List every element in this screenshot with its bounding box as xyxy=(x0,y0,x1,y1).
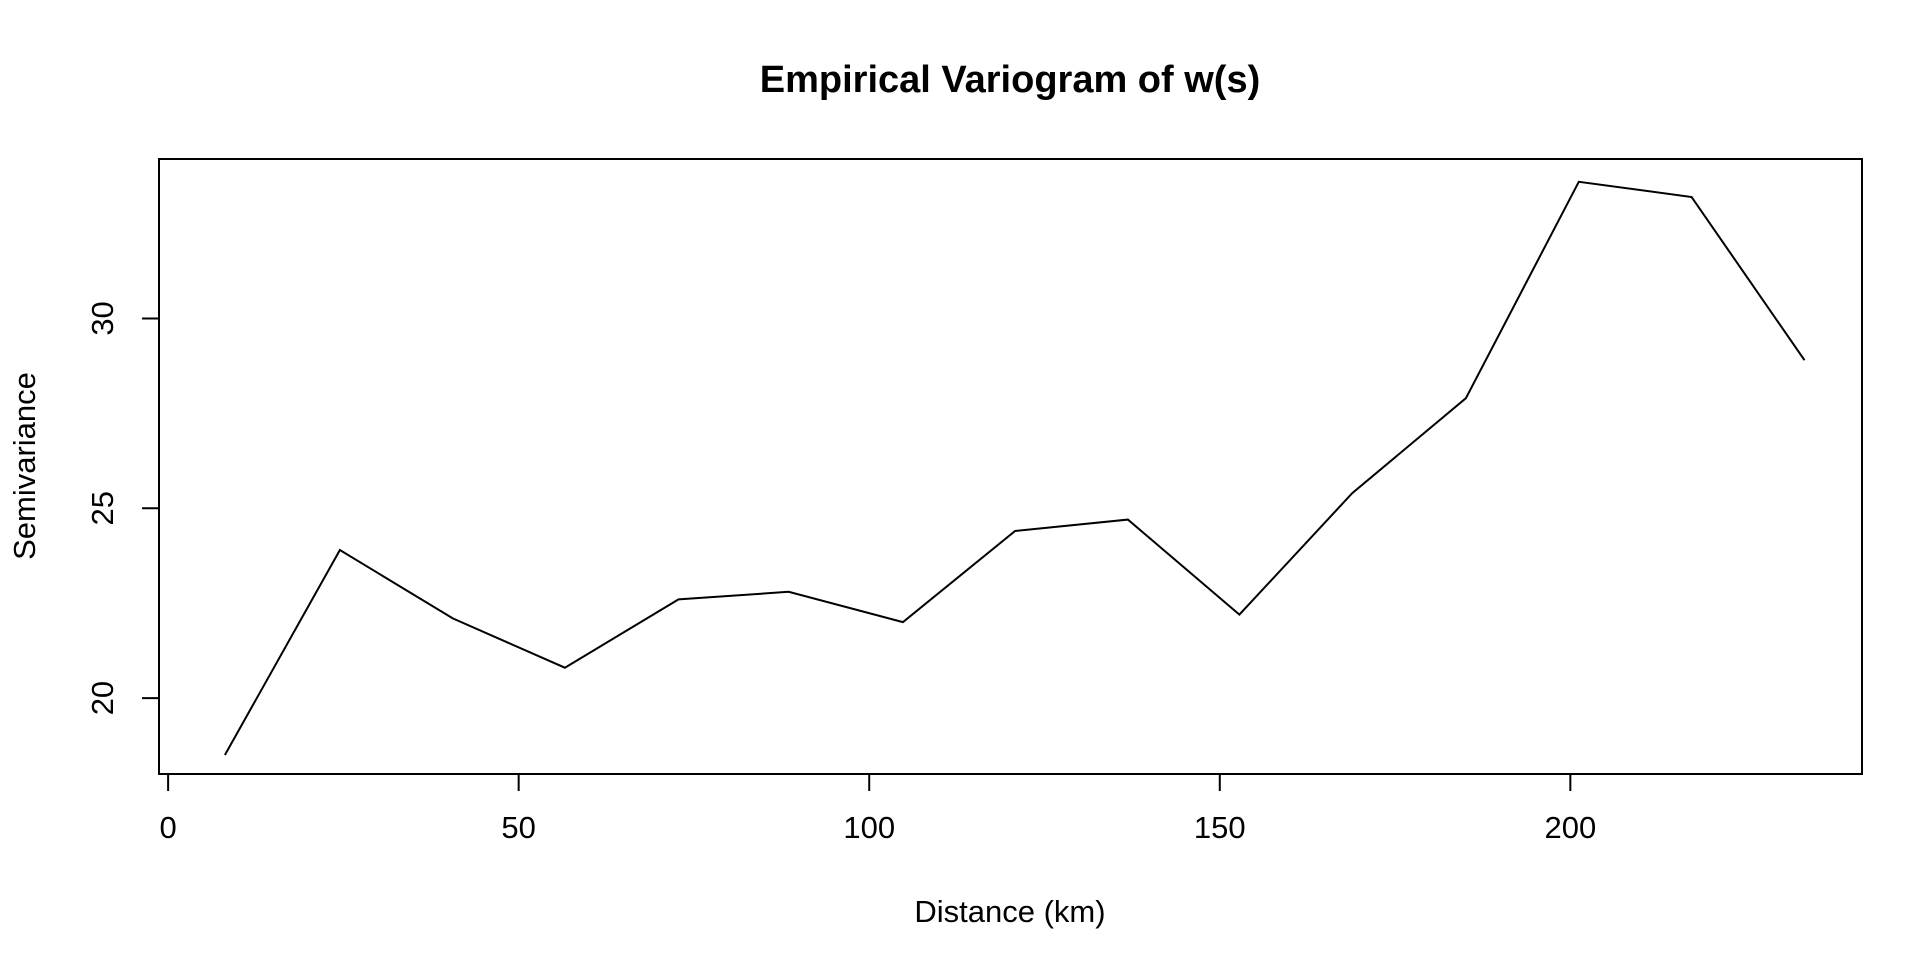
x-tick-label: 150 xyxy=(1194,810,1246,845)
y-tick-label: 25 xyxy=(85,491,120,525)
plot-frame xyxy=(158,158,1863,775)
series-line xyxy=(224,180,1806,756)
y-tick-label: 20 xyxy=(85,681,120,715)
x-tick-label: 50 xyxy=(501,810,535,845)
x-axis-label: Distance (km) xyxy=(914,894,1105,929)
chart-title: Empirical Variogram of w(s) xyxy=(760,59,1260,101)
x-tick-label: 200 xyxy=(1544,810,1596,845)
y-tick-label: 30 xyxy=(85,301,120,335)
series-layer xyxy=(224,180,1806,756)
x-tick-label: 100 xyxy=(843,810,895,845)
y-axis-label: Semivariance xyxy=(7,372,42,560)
x-tick-label: 0 xyxy=(159,810,176,845)
x-axis: 0 50 100 150 200 xyxy=(159,773,1596,845)
y-axis: 20 25 30 xyxy=(85,301,159,715)
